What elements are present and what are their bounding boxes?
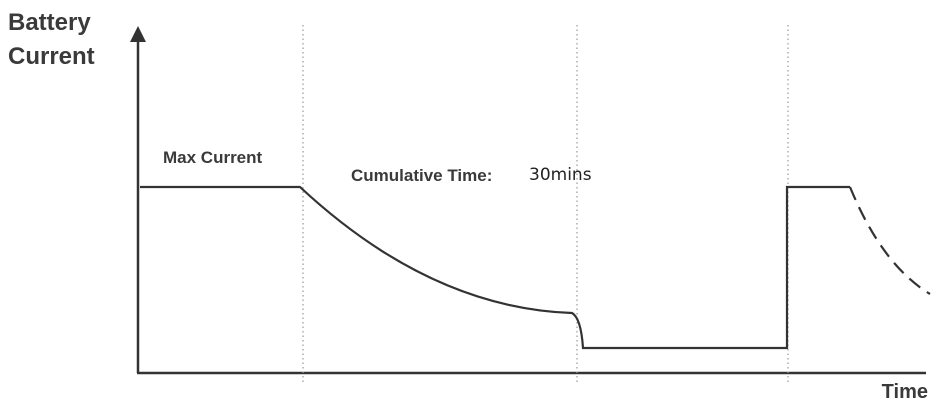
x-axis-label: Time <box>882 381 928 401</box>
y-axis-label-line2: Current <box>8 43 95 70</box>
cumulative-time-label: Cumulative Time: <box>351 166 492 185</box>
current-curve-solid <box>140 185 850 350</box>
cumulative-time-value: 30mins <box>529 165 592 185</box>
y-axis-arrowhead <box>130 26 146 42</box>
max-current-label: Max Current <box>163 148 263 167</box>
current-curve-dashed <box>848 186 931 295</box>
y-axis-label-line1: Battery <box>8 9 91 36</box>
